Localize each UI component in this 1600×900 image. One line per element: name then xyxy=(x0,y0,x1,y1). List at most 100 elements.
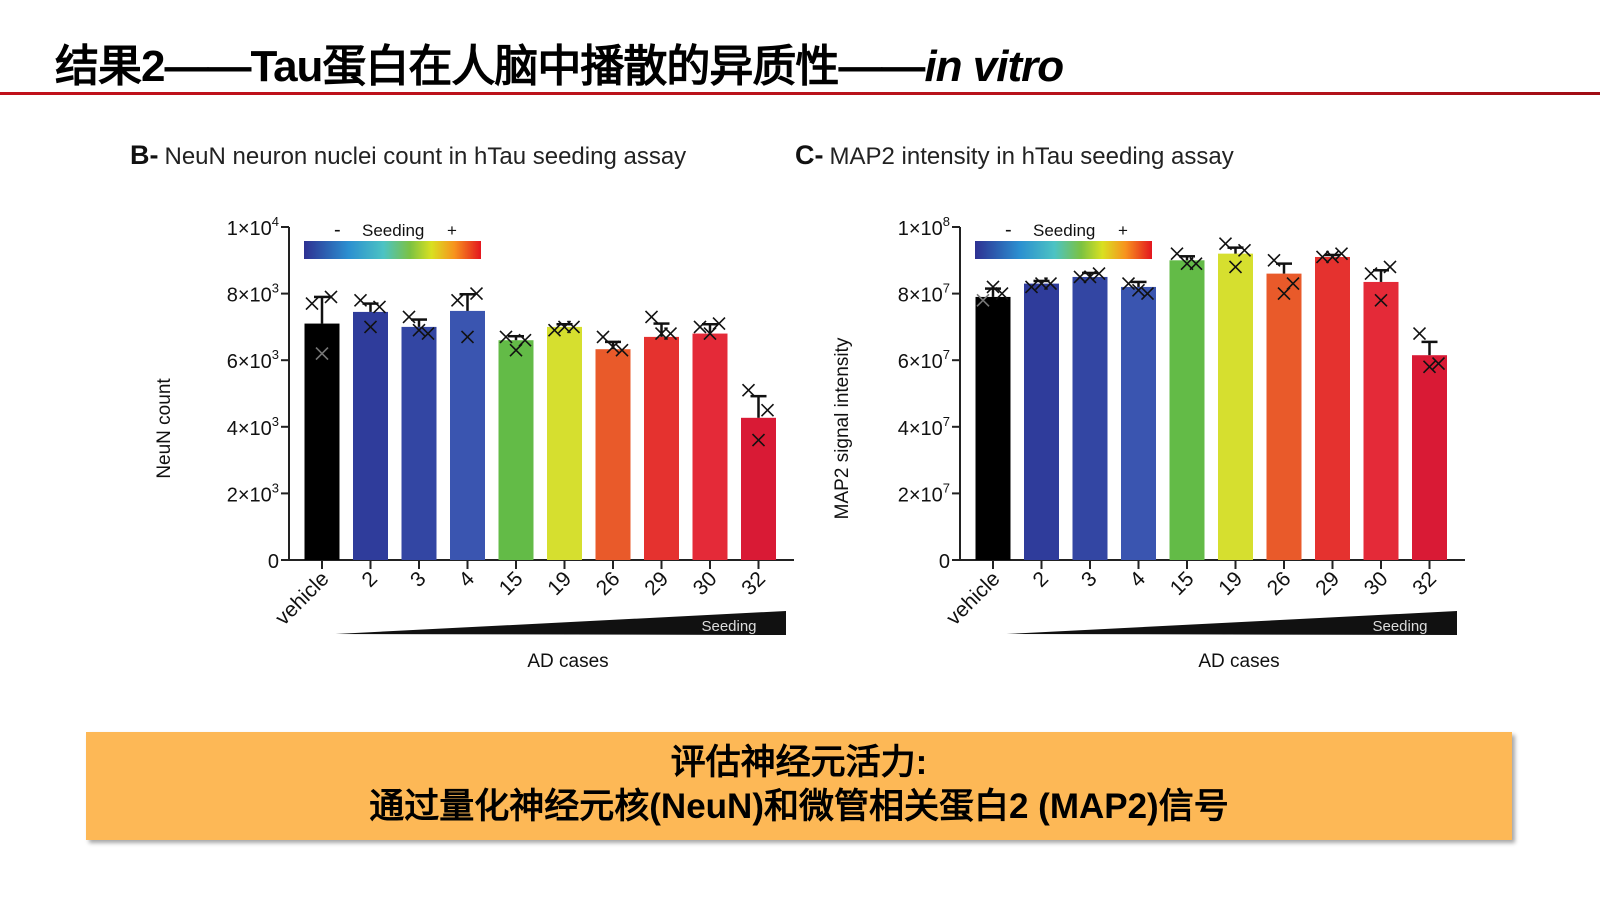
panel-title-text: NeuN neuron nuclei count in hTau seeding… xyxy=(165,143,687,170)
y-tick-label: 0 xyxy=(939,551,950,573)
bar-29 xyxy=(1315,256,1350,560)
seeding-ramp xyxy=(1006,611,1457,635)
slide-title: 结果2——Tau蛋白在人脑中播散的异质性——in vitro xyxy=(55,30,1064,94)
bar-19 xyxy=(547,326,582,560)
data-point xyxy=(460,330,475,344)
data-point xyxy=(1024,280,1039,294)
y-tick-exponent: 3 xyxy=(272,480,279,495)
x-tick-label: 4 xyxy=(1126,567,1151,592)
data-point xyxy=(976,293,990,307)
data-point xyxy=(315,346,329,361)
y-tick-label: 2×107 xyxy=(898,480,950,506)
data-point xyxy=(1121,277,1136,291)
panel-title: C- MAP2 intensity in hTau seeding assay xyxy=(795,140,1234,170)
data-point xyxy=(469,287,484,301)
title-divider xyxy=(0,92,1600,95)
y-tick-label: 8×103 xyxy=(227,281,279,307)
bar-4 xyxy=(450,310,485,560)
data-point xyxy=(1092,267,1106,281)
y-tick-base: 2×10 xyxy=(227,484,272,506)
legend-plus: + xyxy=(1118,221,1128,240)
data-point xyxy=(693,320,707,334)
bar-15 xyxy=(1169,260,1205,560)
seeding-ramp xyxy=(335,611,786,635)
data-point xyxy=(1131,283,1146,297)
y-tick-base: 0 xyxy=(939,551,950,573)
legend-color-ramp xyxy=(975,241,1152,259)
bar-2 xyxy=(1024,283,1059,560)
data-point xyxy=(1180,257,1194,271)
bar-29 xyxy=(644,336,679,560)
x-tick-label: 2 xyxy=(358,567,383,592)
y-tick-base: 8×10 xyxy=(227,285,272,307)
x-tick-label: 26 xyxy=(592,567,625,600)
bar-32 xyxy=(1412,355,1447,560)
y-tick-label: 1×104 xyxy=(227,214,279,240)
x-tick-label: 30 xyxy=(1360,567,1393,600)
y-tick-base: 4×10 xyxy=(898,418,943,440)
callout-line-2: 通过量化神经元核(NeuN)和微管相关蛋白2 (MAP2)信号 xyxy=(369,787,1229,826)
data-point xyxy=(1228,260,1243,274)
data-point xyxy=(1315,250,1330,264)
bar-26 xyxy=(595,349,631,560)
y-tick-label: 6×103 xyxy=(227,347,279,373)
x-tick-label: 4 xyxy=(455,567,480,592)
y-axis-label: MAP2 signal intensity xyxy=(832,337,853,519)
data-point xyxy=(1334,247,1349,261)
data-point xyxy=(703,326,717,341)
y-tick-label: 4×107 xyxy=(898,414,950,440)
x-axis-label: AD cases xyxy=(1198,651,1279,672)
data-point xyxy=(1422,360,1437,374)
y-tick-label: 2×103 xyxy=(227,480,279,506)
seeding-ramp-label: Seeding xyxy=(1372,618,1427,635)
data-point xyxy=(353,293,368,307)
data-point xyxy=(1237,243,1252,257)
data-point xyxy=(421,326,435,341)
data-point xyxy=(363,320,378,334)
panel-title-text: MAP2 intensity in hTau seeding assay xyxy=(830,143,1234,170)
x-tick-label: 15 xyxy=(495,567,528,600)
data-point xyxy=(986,280,1000,294)
y-tick-label: 8×107 xyxy=(898,281,950,307)
chart-c-map2: C- MAP2 intensity in hTau seeding assay 0 2… xyxy=(795,140,1465,672)
bar-vehicle xyxy=(975,296,1011,560)
legend-label: Seeding xyxy=(1033,221,1095,240)
data-point xyxy=(751,433,766,447)
y-tick-exponent: 3 xyxy=(272,414,279,429)
y-tick-exponent: 3 xyxy=(272,281,279,296)
bar-vehicle xyxy=(304,323,340,560)
x-axis-label: AD cases xyxy=(527,651,608,672)
data-point xyxy=(741,383,756,397)
bar-30 xyxy=(692,333,728,560)
x-tick-label: 29 xyxy=(1311,567,1344,600)
y-tick-base: 1×10 xyxy=(898,218,943,240)
y-tick-base: 0 xyxy=(268,551,279,573)
data-point xyxy=(644,310,659,324)
y-tick-exponent: 4 xyxy=(272,214,279,229)
data-point xyxy=(1374,293,1388,307)
data-point xyxy=(305,297,319,311)
y-tick-base: 4×10 xyxy=(227,418,272,440)
x-tick-label: 26 xyxy=(1263,567,1296,600)
data-point xyxy=(1267,253,1281,267)
x-tick-label: 19 xyxy=(1214,567,1247,600)
bar-2 xyxy=(353,311,388,560)
x-tick-label: 3 xyxy=(406,567,431,592)
legend-minus: - xyxy=(1005,219,1012,241)
data-point xyxy=(1325,250,1340,264)
y-tick-label: 0 xyxy=(268,551,279,573)
x-tick-label: vehicle xyxy=(942,567,1004,629)
legend-color-ramp xyxy=(304,241,481,259)
slide-title-main: 结果2——Tau蛋白在人脑中播散的异质性—— xyxy=(55,42,925,91)
bar-19 xyxy=(1218,253,1253,560)
x-tick-label: 30 xyxy=(689,567,722,600)
data-point xyxy=(1277,287,1291,301)
data-point xyxy=(1073,270,1087,284)
data-point xyxy=(654,326,669,341)
bar-4 xyxy=(1121,286,1156,560)
data-point xyxy=(1412,326,1427,341)
y-tick-exponent: 3 xyxy=(272,347,279,362)
y-tick-exponent: 7 xyxy=(943,414,950,429)
data-point xyxy=(1431,356,1446,371)
panel-title: B- NeuN neuron nuclei count in hTau seedi… xyxy=(130,140,686,170)
